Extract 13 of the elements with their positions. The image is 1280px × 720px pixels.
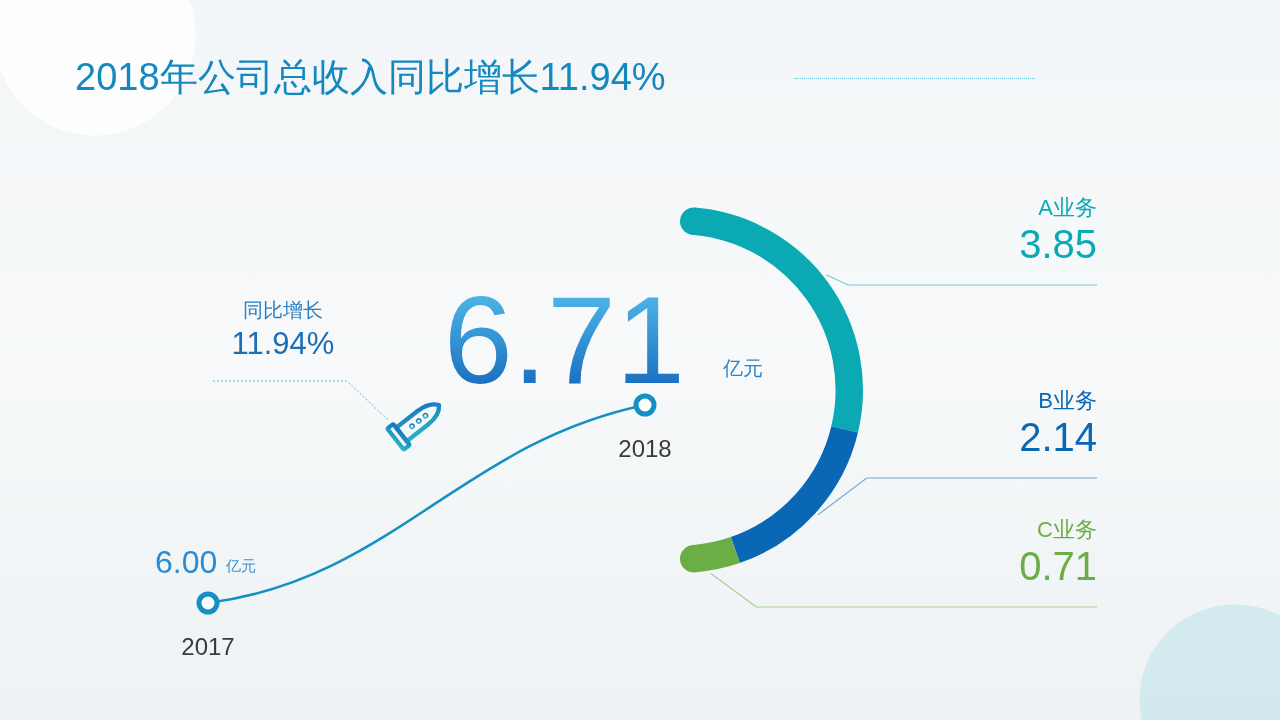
data-label: 0.71	[1019, 544, 1097, 588]
data-label: 6.00 亿元	[155, 544, 257, 580]
text: 同比增长	[243, 299, 323, 321]
data-label: 3.85	[1019, 222, 1097, 266]
slice-label: A业务	[1038, 195, 1097, 220]
data-label: 2.14	[1019, 415, 1097, 459]
slice-label: C业务	[1037, 517, 1097, 542]
chart-title: 2018年公司总收入同比增长11.94%	[75, 55, 666, 100]
slice-label: B业务	[1038, 388, 1097, 413]
data-label: 6.71 亿元	[443, 271, 763, 409]
x-tick-label: 2018	[618, 435, 672, 462]
x-tick-label: 2017	[181, 633, 235, 660]
text: 11.94%	[231, 326, 335, 361]
